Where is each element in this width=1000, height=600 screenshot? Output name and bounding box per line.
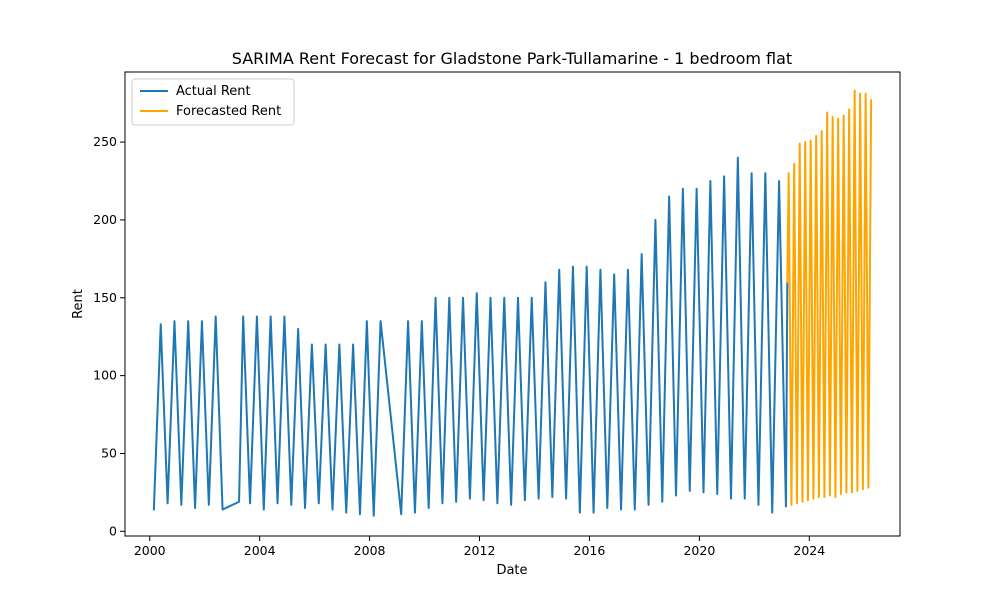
x-axis-ticks: 2000 2004 2008 2012 2016 2020 2024 bbox=[134, 536, 825, 558]
actual-rent-line bbox=[152, 156, 789, 517]
forecasted-rent-line bbox=[786, 89, 873, 506]
legend-box bbox=[131, 78, 295, 126]
plot-area: 2000 2004 2008 2012 2016 2020 2024 0 50 100 150 20… bbox=[93, 71, 901, 558]
y-tick-label: 200 bbox=[93, 212, 117, 227]
x-axis-label: Date bbox=[496, 563, 527, 578]
y-tick-label: 150 bbox=[93, 290, 117, 305]
x-tick-label: 2016 bbox=[574, 543, 606, 558]
legend-label-forecast: Forecasted Rent bbox=[176, 104, 281, 119]
y-axis-ticks: 0 50 100 150 200 250 bbox=[93, 134, 125, 538]
y-axis-label: Rent bbox=[71, 289, 86, 319]
x-tick-label: 2012 bbox=[464, 543, 496, 558]
y-tick-label: 100 bbox=[93, 368, 117, 383]
y-tick-label: 50 bbox=[101, 445, 117, 460]
chart-title: SARIMA Rent Forecast for Gladstone Park-… bbox=[232, 49, 792, 68]
x-tick-label: 2024 bbox=[793, 543, 825, 558]
x-tick-label: 2008 bbox=[354, 543, 386, 558]
x-tick-label: 2004 bbox=[244, 543, 276, 558]
y-tick-label: 0 bbox=[109, 523, 117, 538]
plot-frame bbox=[124, 71, 901, 537]
series-layer bbox=[152, 89, 873, 517]
legend-label-actual: Actual Rent bbox=[176, 84, 251, 99]
x-tick-label: 2000 bbox=[134, 543, 166, 558]
y-tick-label: 250 bbox=[93, 134, 117, 149]
legend: Actual Rent Forecasted Rent bbox=[131, 78, 295, 126]
x-tick-label: 2020 bbox=[683, 543, 715, 558]
